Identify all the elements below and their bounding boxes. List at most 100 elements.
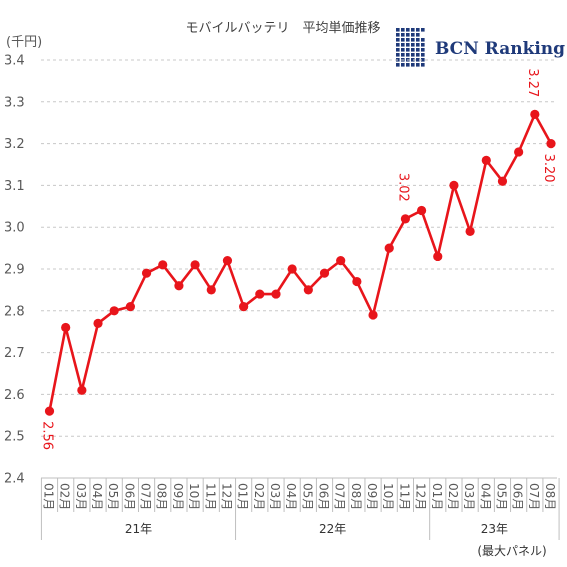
y-tick-label: 3.3 — [4, 95, 25, 110]
x-tick-label: 06月 — [511, 483, 525, 510]
x-tick-label: 03月 — [268, 483, 282, 510]
data-point — [400, 214, 411, 224]
logo-square — [396, 28, 400, 32]
logo-square — [416, 53, 420, 57]
bcn-logo-text: BCN Ranking — [435, 39, 565, 59]
logo-square — [416, 58, 420, 62]
y-tick-label: 3.4 — [4, 54, 25, 69]
x-tick-label: 09月 — [365, 483, 379, 510]
x-tick-label: 08月 — [349, 483, 363, 510]
x-tick-label: 05月 — [106, 483, 120, 510]
data-point — [109, 306, 119, 316]
logo-square — [421, 48, 425, 52]
x-tick-label: 03月 — [74, 483, 88, 510]
y-tick-label: 2.9 — [4, 263, 25, 278]
data-point — [77, 385, 87, 395]
data-point — [530, 109, 540, 119]
data-point — [368, 310, 378, 320]
x-tick-label: 09月 — [171, 483, 185, 510]
x-tick-label: 02月 — [446, 483, 460, 510]
logo-square — [411, 63, 415, 67]
series-path — [48, 113, 553, 412]
logo-square — [421, 63, 425, 67]
y-tick-label: 2.8 — [4, 304, 25, 319]
data-label: 3.27 — [525, 68, 540, 97]
series-line — [44, 109, 556, 416]
logo-square — [421, 53, 425, 57]
logo-square — [401, 48, 405, 52]
logo-square — [411, 28, 415, 32]
logo-square — [401, 63, 405, 67]
logo-square — [396, 43, 400, 47]
logo-square — [421, 58, 425, 62]
data-point — [239, 302, 249, 312]
logo-square — [411, 33, 415, 37]
logo-square — [401, 38, 405, 42]
x-tick-label: 01月 — [236, 483, 250, 510]
x-tick-label: 10月 — [381, 483, 395, 510]
bcn-logo-mark — [396, 28, 425, 67]
x-tick-label: 07月 — [527, 483, 541, 510]
logo-square — [411, 58, 415, 62]
y-axis-ticks: 2.4 2.5 2.6 2.7 2.8 2.9 3.0 3.1 3.2 3.3 3.4 — [4, 54, 25, 487]
data-point — [546, 139, 556, 149]
logo-square — [406, 53, 410, 57]
logo-square — [411, 43, 415, 47]
data-label: 2.56 — [40, 421, 55, 450]
data-point — [141, 268, 152, 278]
y-tick-label: 3.0 — [4, 221, 25, 236]
data-point — [44, 406, 55, 416]
logo-square — [416, 63, 420, 67]
logo-square — [396, 48, 400, 52]
data-point — [449, 180, 459, 190]
x-tick-label: 07月 — [333, 483, 347, 510]
logo-square — [406, 38, 410, 42]
x-axis: 01月 02月 03月 04月 05月 06月 07月 08月 09月 10月 11月 12月 01月 0… — [40, 477, 560, 540]
data-point — [336, 256, 346, 266]
data-point — [174, 281, 184, 291]
x-tick-label: 11月 — [397, 483, 411, 510]
logo-square — [401, 43, 405, 47]
data-point — [206, 285, 216, 295]
year-label: 22年 — [319, 522, 346, 536]
logo-square — [396, 63, 400, 67]
x-tick-label: 08月 — [543, 483, 557, 510]
y-tick-label: 2.7 — [4, 346, 25, 361]
logo-square — [421, 43, 425, 47]
bcn-logo: BCN Ranking — [396, 28, 565, 67]
logo-square — [411, 53, 415, 57]
logo-square — [406, 48, 410, 52]
y-tick-label: 3.1 — [4, 179, 25, 194]
logo-square — [416, 48, 420, 52]
data-point — [433, 251, 443, 262]
data-point — [319, 268, 330, 278]
data-point — [255, 289, 265, 299]
x-tick-label: 12月 — [414, 483, 428, 510]
logo-square — [406, 33, 410, 37]
logo-square — [416, 33, 420, 37]
logo-square — [396, 53, 400, 57]
y-tick-label: 2.5 — [4, 430, 25, 445]
data-point — [384, 243, 394, 253]
x-tick-label: 07月 — [139, 483, 153, 510]
chart-title: モバイルバッテリ 平均単価推移 — [185, 20, 380, 36]
data-point — [158, 260, 168, 270]
data-point — [497, 176, 508, 186]
x-tick-label: 02月 — [252, 483, 266, 510]
footnote: (最大パネル) — [477, 544, 546, 558]
x-tick-label: 11月 — [203, 483, 217, 510]
x-tick-label: 01月 — [430, 483, 444, 510]
data-point — [271, 289, 281, 299]
x-tick-label: 12月 — [219, 483, 233, 510]
data-point — [222, 256, 233, 266]
logo-square — [411, 38, 415, 42]
logo-square — [411, 48, 415, 52]
logo-square — [416, 43, 420, 47]
grid-lines — [41, 59, 557, 437]
data-label: 3.02 — [395, 173, 410, 202]
y-tick-label: 2.4 — [4, 472, 25, 487]
x-tick-label: 06月 — [317, 483, 331, 510]
x-tick-label: 03月 — [462, 483, 476, 510]
logo-square — [416, 28, 420, 32]
